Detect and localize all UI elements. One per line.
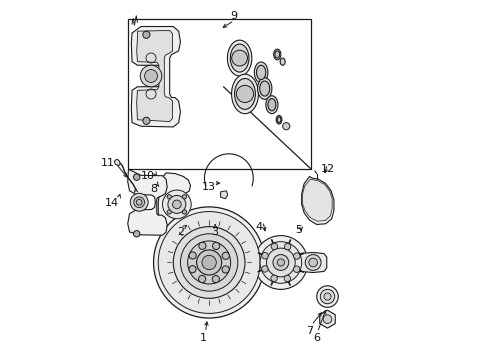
Circle shape [196, 250, 221, 275]
Ellipse shape [280, 58, 285, 65]
Text: 11: 11 [101, 158, 115, 168]
Ellipse shape [277, 117, 281, 123]
Circle shape [143, 117, 150, 125]
Ellipse shape [230, 44, 249, 72]
Polygon shape [128, 169, 167, 235]
Circle shape [158, 212, 260, 314]
Polygon shape [220, 191, 228, 199]
Polygon shape [158, 173, 195, 239]
Circle shape [130, 193, 148, 211]
Circle shape [172, 200, 181, 209]
Circle shape [133, 174, 140, 180]
Circle shape [199, 242, 206, 249]
Circle shape [323, 315, 332, 323]
Circle shape [284, 275, 291, 282]
Text: 10: 10 [141, 171, 155, 181]
Ellipse shape [232, 74, 258, 114]
Ellipse shape [256, 65, 266, 80]
Circle shape [188, 241, 231, 284]
Circle shape [163, 190, 191, 219]
Polygon shape [302, 179, 332, 221]
Ellipse shape [260, 81, 270, 96]
Circle shape [236, 85, 254, 103]
Circle shape [271, 243, 278, 250]
Circle shape [202, 255, 216, 270]
Circle shape [143, 31, 150, 39]
Circle shape [273, 255, 289, 270]
Circle shape [213, 242, 220, 249]
Circle shape [254, 235, 308, 289]
Text: 7: 7 [306, 325, 313, 336]
Text: 8: 8 [150, 184, 157, 194]
Ellipse shape [274, 49, 281, 60]
Circle shape [294, 253, 300, 259]
Circle shape [140, 65, 162, 87]
Circle shape [167, 195, 171, 199]
Text: 12: 12 [320, 164, 335, 174]
Bar [128, 19, 311, 169]
Ellipse shape [275, 51, 280, 58]
Circle shape [305, 255, 321, 270]
Polygon shape [115, 159, 120, 166]
Circle shape [262, 266, 268, 272]
Circle shape [173, 226, 245, 298]
Text: 3: 3 [211, 227, 218, 237]
Circle shape [198, 275, 206, 283]
Polygon shape [298, 252, 327, 273]
Ellipse shape [276, 116, 282, 124]
Circle shape [317, 286, 338, 307]
Polygon shape [302, 176, 334, 225]
Circle shape [180, 234, 238, 291]
Circle shape [284, 243, 291, 250]
Circle shape [277, 259, 285, 266]
Ellipse shape [254, 62, 268, 83]
Circle shape [262, 252, 268, 259]
Circle shape [167, 210, 171, 214]
Ellipse shape [258, 78, 272, 99]
Ellipse shape [268, 99, 276, 111]
Ellipse shape [227, 40, 252, 76]
Circle shape [133, 230, 140, 237]
Text: 4: 4 [256, 222, 263, 231]
Circle shape [267, 248, 295, 277]
Circle shape [271, 275, 277, 282]
Text: 6: 6 [313, 333, 320, 343]
Circle shape [189, 252, 196, 259]
Text: 13: 13 [202, 182, 216, 192]
Circle shape [134, 197, 145, 208]
Circle shape [309, 258, 318, 267]
Circle shape [182, 195, 187, 199]
Text: 5: 5 [295, 225, 302, 235]
Ellipse shape [235, 78, 255, 109]
Text: 1: 1 [200, 333, 207, 343]
Circle shape [145, 69, 157, 82]
Circle shape [222, 266, 229, 273]
Circle shape [212, 275, 220, 283]
Text: 9: 9 [231, 11, 238, 21]
Circle shape [189, 266, 196, 273]
Circle shape [320, 289, 335, 304]
Polygon shape [319, 310, 335, 328]
Circle shape [324, 293, 331, 300]
Ellipse shape [266, 96, 278, 114]
Text: 2: 2 [177, 227, 184, 237]
Circle shape [283, 123, 290, 130]
Circle shape [181, 249, 208, 276]
Polygon shape [131, 27, 180, 127]
Circle shape [182, 210, 187, 214]
Circle shape [294, 266, 300, 273]
Text: 14: 14 [104, 198, 119, 208]
Circle shape [222, 252, 229, 259]
Circle shape [153, 207, 265, 318]
Circle shape [168, 195, 186, 213]
Circle shape [232, 50, 247, 66]
Ellipse shape [179, 235, 210, 289]
Circle shape [260, 242, 302, 283]
Polygon shape [137, 31, 172, 122]
